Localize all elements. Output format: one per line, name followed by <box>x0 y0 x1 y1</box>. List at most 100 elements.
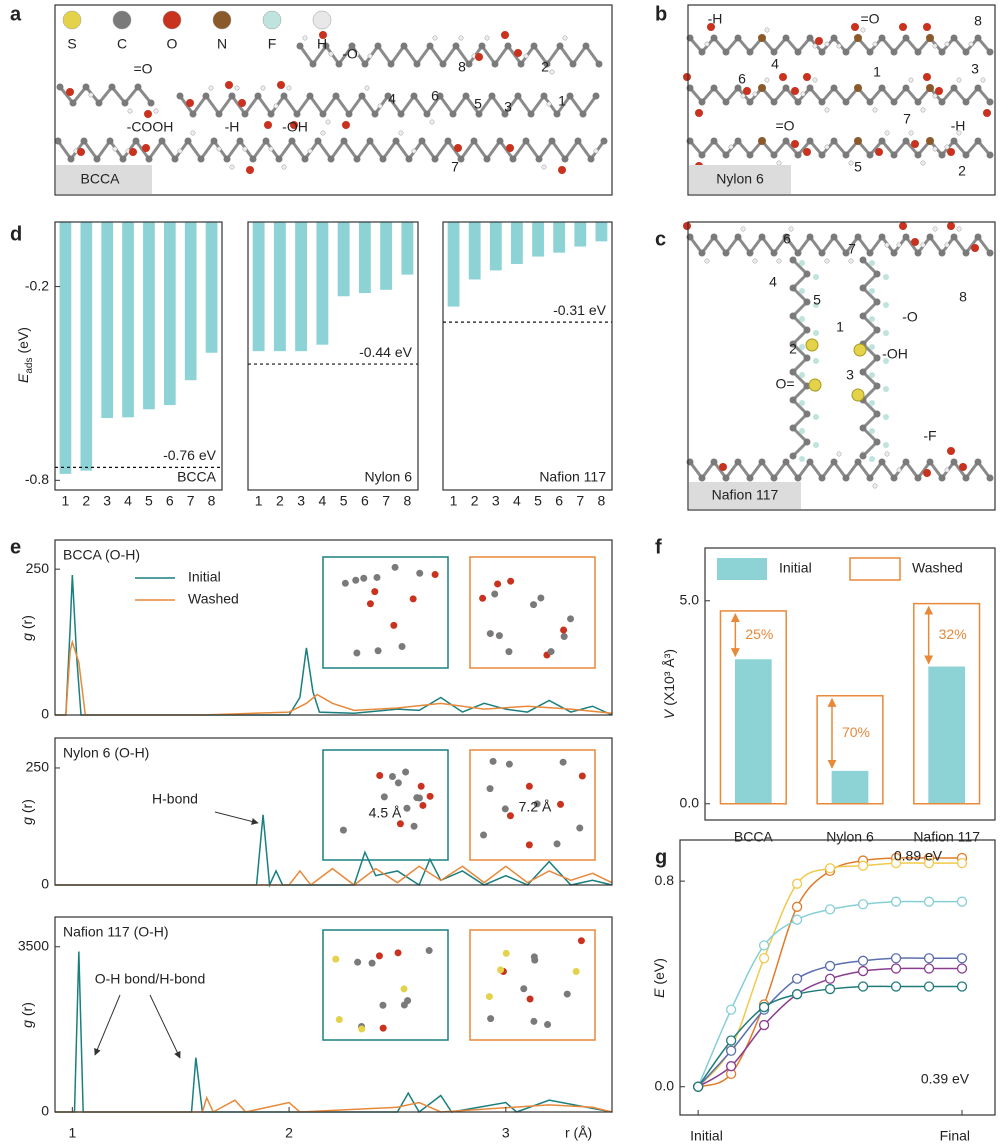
atom <box>147 99 155 107</box>
atom <box>740 93 746 99</box>
atom <box>873 410 881 418</box>
atom <box>342 121 350 129</box>
atom <box>314 137 322 145</box>
atom <box>491 60 499 68</box>
bar <box>928 666 966 804</box>
bar <box>380 222 393 290</box>
atom <box>866 48 874 56</box>
atom <box>938 474 946 482</box>
name-box <box>689 165 791 194</box>
x-tick-label: 6 <box>555 493 563 509</box>
site-label: 1 <box>836 319 844 335</box>
atom <box>134 83 142 91</box>
atom <box>301 155 309 163</box>
atom <box>501 110 509 118</box>
atom <box>950 233 958 241</box>
atom <box>158 137 166 145</box>
atom <box>842 48 850 56</box>
bar <box>401 222 414 275</box>
atom <box>890 48 898 56</box>
atom <box>540 92 548 100</box>
site-label: =O <box>775 118 794 134</box>
atom <box>541 164 547 170</box>
atom <box>553 840 561 848</box>
atom <box>710 137 718 145</box>
atom <box>806 137 814 145</box>
atom <box>813 330 819 336</box>
atom <box>66 88 74 96</box>
atom <box>95 99 103 107</box>
atom <box>956 226 962 232</box>
legend-swatch <box>849 557 901 581</box>
atom <box>746 48 754 56</box>
atom <box>514 92 522 100</box>
bar <box>295 222 308 352</box>
x-tick-label: BCCA <box>734 829 774 845</box>
atom <box>328 51 334 57</box>
atom <box>543 60 551 68</box>
atom <box>354 958 362 966</box>
atom <box>830 34 838 42</box>
inset-frame <box>469 749 596 861</box>
atom <box>348 42 356 50</box>
y-tick-label: 0.0 <box>655 1077 675 1093</box>
point <box>758 953 770 964</box>
atom <box>869 400 875 406</box>
y-label-part: ads <box>24 357 35 373</box>
point <box>725 1061 737 1072</box>
atom <box>567 615 575 623</box>
bar <box>337 222 350 297</box>
atom <box>869 344 875 350</box>
atom <box>234 85 240 91</box>
atom <box>842 474 850 482</box>
atom <box>268 146 274 152</box>
atom <box>238 99 246 107</box>
atom <box>854 233 862 241</box>
y-tick-label: -0.8 <box>25 471 49 487</box>
atom <box>869 456 875 462</box>
bar <box>316 222 329 345</box>
atom <box>449 110 457 118</box>
atom <box>859 312 867 320</box>
site-label: -H <box>951 118 966 134</box>
atom <box>779 73 787 81</box>
bar <box>532 222 544 257</box>
atom <box>202 92 210 100</box>
atom <box>959 463 967 471</box>
atom <box>883 330 889 336</box>
atom <box>734 137 742 145</box>
atom <box>507 577 515 585</box>
atom <box>794 151 802 159</box>
atom <box>944 144 950 150</box>
point <box>956 981 968 992</box>
atom <box>547 648 555 656</box>
atom <box>144 110 152 118</box>
arrow <box>149 994 181 1059</box>
x-tick-label: 1 <box>255 493 263 509</box>
atom <box>302 35 308 41</box>
bond-chain <box>298 43 601 67</box>
atom <box>379 1001 387 1009</box>
atom <box>523 53 529 59</box>
inset-frame <box>322 556 449 669</box>
atom <box>800 91 806 97</box>
mean-label: -0.31 eV <box>553 302 607 318</box>
atom <box>986 151 994 159</box>
legend-swatch <box>62 10 82 30</box>
atom <box>339 826 347 834</box>
atom <box>770 98 778 106</box>
atom <box>722 98 730 106</box>
atom <box>577 937 585 945</box>
atom <box>869 288 875 294</box>
structure-name: BCCA <box>81 171 121 187</box>
atom <box>805 338 819 352</box>
atom <box>752 258 758 264</box>
site-label: 8 <box>974 13 982 29</box>
atom <box>416 569 424 577</box>
x-tick-label: 2 <box>82 493 90 509</box>
arrow <box>94 994 121 1056</box>
atom <box>569 60 577 68</box>
atom <box>475 53 483 61</box>
atom <box>67 155 75 163</box>
atom <box>560 626 568 634</box>
